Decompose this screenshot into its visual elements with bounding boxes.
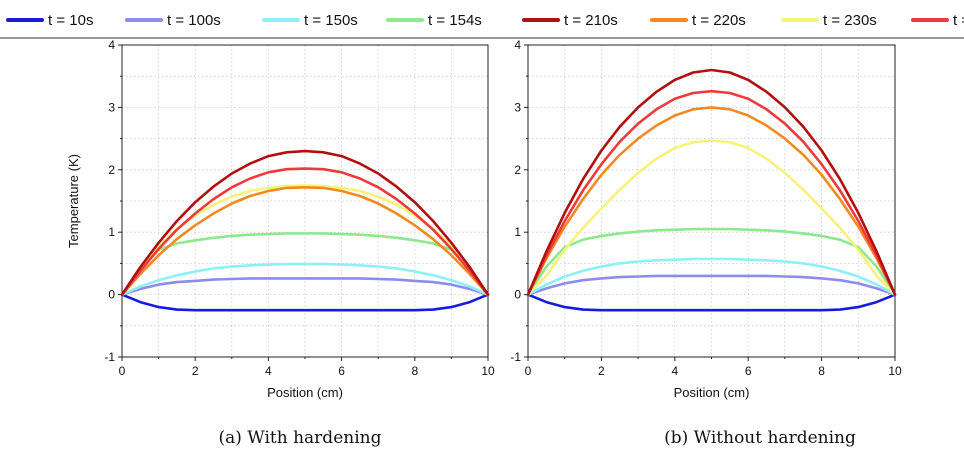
y-tick-label: 4 [514, 38, 521, 52]
y-tick-label: 2 [108, 163, 115, 177]
x-tick-label: 6 [338, 364, 345, 378]
series-line [526, 227, 897, 296]
panel-caption: (b) Without hardening [664, 428, 856, 448]
x-tick-label: 2 [192, 364, 199, 378]
legend-label: t = 10s [48, 12, 93, 29]
y-tick-label: 1 [514, 225, 521, 239]
x-tick-label: 10 [481, 364, 495, 378]
series-line [526, 257, 897, 296]
x-tick-label: 8 [411, 364, 418, 378]
legend-label: t = 100s [167, 12, 221, 29]
series-line [526, 293, 897, 312]
series-line [526, 89, 897, 296]
y-tick-label: 3 [108, 100, 115, 114]
y-tick-label: 1 [108, 225, 115, 239]
legend-label: t = 210s [564, 12, 618, 29]
legend-label: t = 154s [428, 12, 482, 29]
x-tick-label: 0 [119, 364, 126, 378]
series-line [526, 274, 897, 296]
legend-label: t = 335s [953, 12, 964, 29]
x-tick-label: 4 [265, 364, 272, 378]
series-line [120, 149, 490, 296]
chart-panel-b: 0 2 4 6 8 10 -1 0 1 2 3 4 Position (cm) (b) Without h… [510, 38, 902, 448]
series-line [526, 106, 897, 296]
series-line [120, 293, 490, 312]
y-tick-label: 0 [108, 288, 115, 302]
y-tick-label: -1 [104, 350, 115, 364]
series-line [526, 68, 897, 296]
y-tick-label: 4 [108, 38, 115, 52]
x-tick-label: 10 [888, 364, 902, 378]
series-line [120, 262, 490, 296]
series-line [120, 232, 490, 296]
series-line [120, 277, 490, 296]
x-tick-label: 8 [818, 364, 825, 378]
legend-label: t = 230s [823, 12, 877, 29]
series-line [120, 167, 490, 296]
y-tick-label: -1 [510, 350, 521, 364]
x-tick-label: 0 [525, 364, 532, 378]
y-tick-label: 2 [514, 163, 521, 177]
series-line [526, 139, 897, 296]
y-axis-label: Temperature (K) [66, 154, 81, 248]
chart-panel-a: 0 2 4 6 8 10 -1 0 1 2 3 4 Position (cm) Temperature (… [66, 38, 495, 448]
legend: t = 10s t = 100s t = 150s t = 154s t = 210s t… [0, 12, 964, 39]
x-tick-label: 2 [598, 364, 605, 378]
x-axis-label: Position (cm) [267, 385, 343, 400]
x-axis-label: Position (cm) [674, 385, 750, 400]
legend-label: t = 150s [304, 12, 358, 29]
y-tick-label: 0 [514, 288, 521, 302]
y-tick-label: 3 [514, 100, 521, 114]
x-tick-label: 4 [671, 364, 678, 378]
x-tick-label: 6 [745, 364, 752, 378]
legend-label: t = 220s [692, 12, 746, 29]
series-line [120, 186, 490, 296]
panel-caption: (a) With hardening [219, 428, 382, 448]
